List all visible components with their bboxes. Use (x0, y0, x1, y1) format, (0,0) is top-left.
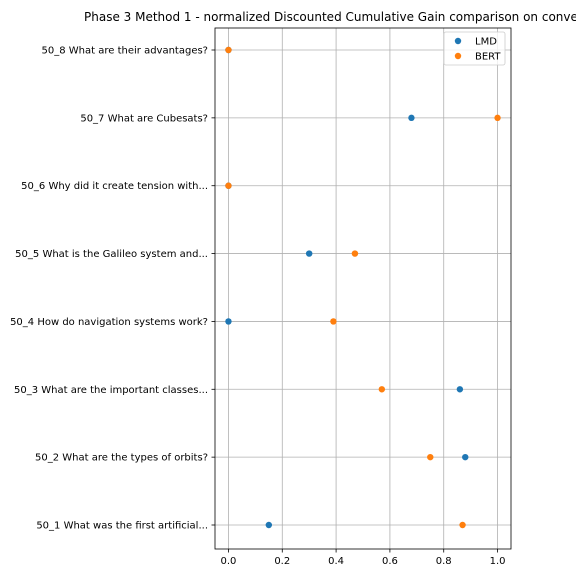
tick-labels: 0.0 0.2 0.4 0.6 0.8 1.0 50_1 What was the firs… (10, 46, 505, 568)
point-bert (378, 386, 386, 393)
point-lmd (305, 250, 313, 257)
y-category-label: 50_5 What is the Galileo system and... (15, 249, 208, 260)
point-bert (330, 318, 337, 325)
point-bert (427, 453, 434, 461)
legend-label-bert: BERT (475, 52, 501, 63)
y-category-label: 50_2 What are the types of orbits? (35, 453, 208, 464)
point-lmd (225, 318, 232, 325)
x-tick-label: 0.8 (436, 556, 452, 567)
point-lmd (265, 521, 273, 529)
legend-label-lmd: LMD (475, 37, 497, 48)
plot-frame (214, 27, 512, 550)
x-tick-label: 0.4 (328, 556, 344, 567)
point-lmd (462, 453, 469, 461)
y-category-label: 50_1 What was the first artificial... (36, 521, 208, 532)
data-points (225, 46, 501, 529)
y-category-label: 50_6 Why did it create tension with... (21, 181, 208, 192)
point-bert (459, 521, 466, 529)
y-category-label: 50_3 What are the important classes... (14, 385, 208, 396)
x-tick-label: 1.0 (490, 556, 506, 567)
legend-marker-bert (454, 52, 462, 60)
x-tick-label: 0.2 (274, 556, 290, 567)
y-category-label: 50_4 How do navigation systems work? (10, 317, 208, 328)
point-bert (225, 182, 232, 189)
legend: LMD BERT (443, 31, 506, 66)
point-lmd (408, 114, 415, 122)
axis-ticks (211, 49, 498, 553)
x-tick-label: 0.6 (382, 556, 398, 567)
point-bert (494, 114, 501, 122)
point-bert (225, 46, 232, 54)
y-category-label: 50_8 What are their advantages? (42, 46, 208, 57)
point-bert (351, 250, 359, 257)
grid-lines (215, 28, 511, 549)
legend-marker-lmd (454, 37, 462, 45)
y-category-label: 50_7 What are Cubesats? (80, 113, 208, 124)
x-tick-label: 0.0 (221, 556, 237, 567)
chart-title: Phase 3 Method 1 - normalized Discounted… (84, 10, 576, 24)
point-lmd (456, 386, 464, 393)
